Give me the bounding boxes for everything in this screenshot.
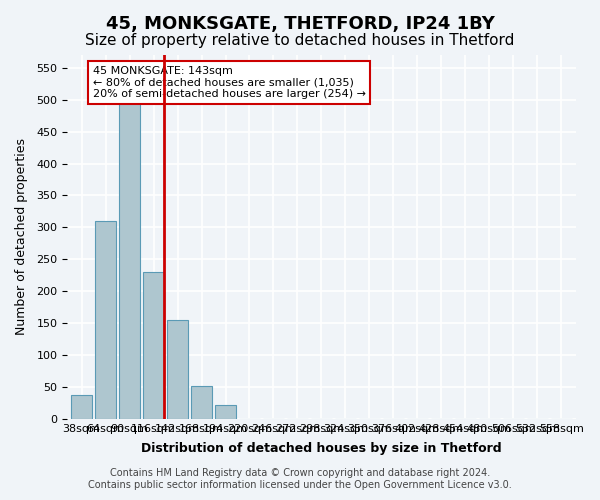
Bar [119, 100, 140, 419]
Bar [95, 221, 116, 419]
Bar [191, 386, 212, 419]
Bar [215, 405, 236, 419]
Text: Size of property relative to detached houses in Thetford: Size of property relative to detached ho… [85, 32, 515, 48]
Text: Contains HM Land Registry data © Crown copyright and database right 2024.
Contai: Contains HM Land Registry data © Crown c… [88, 468, 512, 490]
Bar [167, 320, 188, 419]
Text: 45, MONKSGATE, THETFORD, IP24 1BY: 45, MONKSGATE, THETFORD, IP24 1BY [106, 15, 494, 33]
Text: 45 MONKSGATE: 143sqm
← 80% of detached houses are smaller (1,035)
20% of semi-de: 45 MONKSGATE: 143sqm ← 80% of detached h… [92, 66, 365, 99]
Bar [143, 272, 164, 419]
Bar [71, 394, 92, 419]
X-axis label: Distribution of detached houses by size in Thetford: Distribution of detached houses by size … [141, 442, 502, 455]
Y-axis label: Number of detached properties: Number of detached properties [15, 138, 28, 336]
